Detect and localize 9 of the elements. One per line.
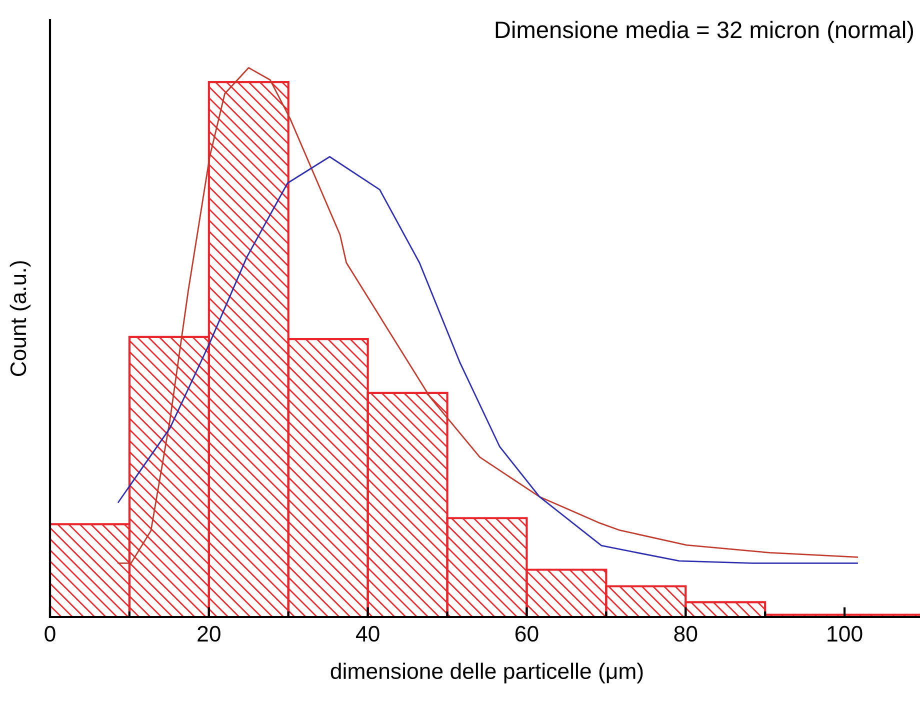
x-tick-label: 20 [198,626,220,642]
x-tick-label: 60 [516,626,538,642]
x-tick-label: 0 [44,626,56,642]
x-axis-title: dimensione delle particelle (μm) [330,662,643,684]
x-tick-label: 40 [356,626,380,642]
x-tick-label: 80 [674,626,698,642]
text: Dimensione media = 32 micron (normal) [496,20,914,43]
y-axis-title: Count (a.u.) [10,261,31,376]
x-tick-label: 100 [828,626,862,642]
